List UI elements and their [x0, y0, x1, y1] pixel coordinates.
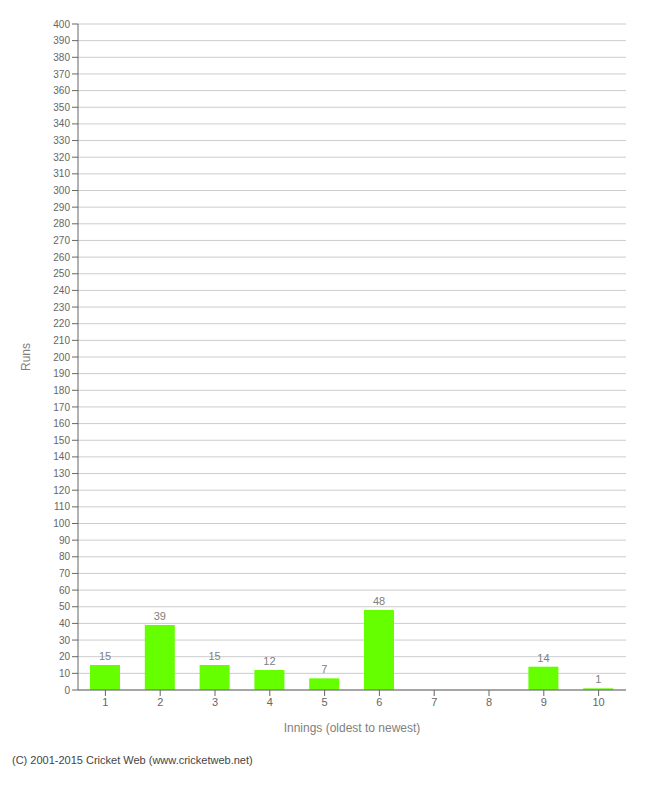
svg-text:360: 360 [53, 85, 70, 96]
svg-text:10: 10 [59, 668, 71, 679]
svg-text:170: 170 [53, 402, 70, 413]
svg-text:14: 14 [537, 652, 549, 664]
svg-text:140: 140 [53, 451, 70, 462]
svg-text:12: 12 [263, 655, 275, 667]
svg-text:7: 7 [431, 696, 437, 708]
svg-text:15: 15 [99, 650, 111, 662]
svg-text:50: 50 [59, 601, 71, 612]
svg-text:180: 180 [53, 385, 70, 396]
svg-text:1: 1 [595, 673, 601, 685]
svg-text:400: 400 [53, 19, 70, 30]
svg-text:9: 9 [541, 696, 547, 708]
svg-text:220: 220 [53, 318, 70, 329]
svg-text:370: 370 [53, 69, 70, 80]
svg-text:10: 10 [592, 696, 604, 708]
svg-text:30: 30 [59, 635, 71, 646]
svg-text:15: 15 [208, 650, 220, 662]
svg-text:120: 120 [53, 485, 70, 496]
svg-text:8: 8 [486, 696, 492, 708]
svg-text:5: 5 [322, 696, 328, 708]
svg-text:7: 7 [321, 663, 327, 675]
svg-text:40: 40 [59, 618, 71, 629]
svg-text:0: 0 [64, 685, 70, 696]
svg-text:110: 110 [54, 501, 70, 512]
svg-text:320: 320 [53, 152, 70, 163]
svg-text:290: 290 [53, 202, 70, 213]
svg-text:340: 340 [53, 118, 70, 129]
svg-text:90: 90 [59, 535, 71, 546]
svg-text:160: 160 [53, 418, 70, 429]
svg-text:260: 260 [53, 252, 70, 263]
svg-text:Innings (oldest to newest): Innings (oldest to newest) [284, 721, 421, 735]
svg-text:48: 48 [373, 595, 385, 607]
svg-text:230: 230 [53, 302, 70, 313]
svg-text:1: 1 [102, 696, 108, 708]
svg-text:280: 280 [53, 218, 70, 229]
svg-text:150: 150 [53, 435, 70, 446]
svg-text:60: 60 [59, 585, 71, 596]
svg-text:380: 380 [53, 52, 70, 63]
svg-text:350: 350 [53, 102, 70, 113]
svg-text:130: 130 [53, 468, 70, 479]
svg-text:190: 190 [53, 368, 70, 379]
svg-text:330: 330 [53, 135, 70, 146]
svg-text:20: 20 [59, 651, 71, 662]
svg-text:80: 80 [59, 551, 71, 562]
svg-text:210: 210 [53, 335, 70, 346]
svg-text:240: 240 [53, 285, 70, 296]
svg-text:270: 270 [53, 235, 70, 246]
svg-text:4: 4 [267, 696, 273, 708]
svg-text:200: 200 [53, 352, 70, 363]
svg-text:390: 390 [53, 35, 70, 46]
svg-text:6: 6 [376, 696, 382, 708]
svg-text:70: 70 [59, 568, 71, 579]
svg-text:250: 250 [53, 268, 70, 279]
svg-text:300: 300 [53, 185, 70, 196]
svg-text:2: 2 [157, 696, 163, 708]
svg-text:39: 39 [154, 610, 166, 622]
svg-text:3: 3 [212, 696, 218, 708]
svg-text:Runs: Runs [19, 343, 33, 371]
svg-text:100: 100 [53, 518, 70, 529]
svg-text:310: 310 [53, 168, 70, 179]
html-text:(C) 2001-2015 Cricket Web (www: (C) 2001-2015 Cricket Web (www.cricketwe… [12, 754, 253, 766]
